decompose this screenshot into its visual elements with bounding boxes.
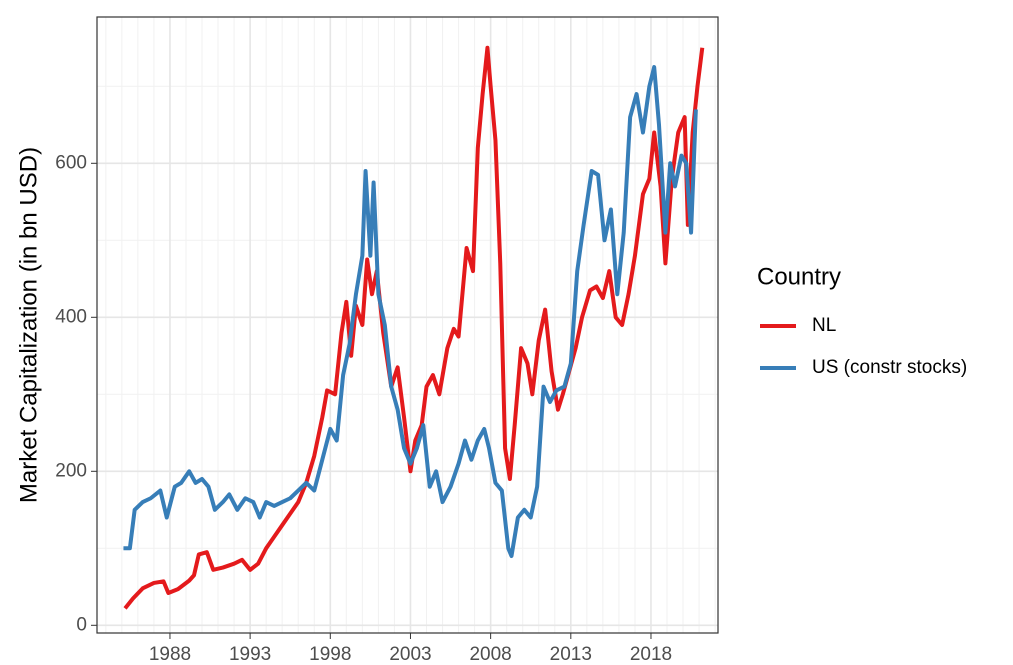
y-tick-label: 200 <box>55 460 87 481</box>
y-tick-label: 0 <box>76 614 87 635</box>
y-axis-title: Market Capitalization (in bn USD) <box>15 147 42 503</box>
x-tick-label: 2018 <box>630 644 672 665</box>
x-tick-label: 1998 <box>309 644 351 665</box>
series-line <box>123 65 698 558</box>
x-tick-label: 1993 <box>229 644 271 665</box>
lines <box>123 45 705 610</box>
series-line <box>123 45 705 610</box>
y-tick-label: 400 <box>55 306 87 327</box>
x-tick-label: 2003 <box>389 644 431 665</box>
y-tick-label: 600 <box>55 152 87 173</box>
grid <box>97 17 718 633</box>
panel-border <box>96 16 719 634</box>
x-tick-label: 1988 <box>149 644 191 665</box>
x-tick-label: 2008 <box>469 644 511 665</box>
x-tick-label: 2013 <box>550 644 592 665</box>
legend-label: NL <box>812 315 836 336</box>
legend-label: US (constr stocks) <box>812 357 967 378</box>
legend-title: Country <box>757 263 841 290</box>
legend: NL US (constr stocks) <box>760 315 967 378</box>
